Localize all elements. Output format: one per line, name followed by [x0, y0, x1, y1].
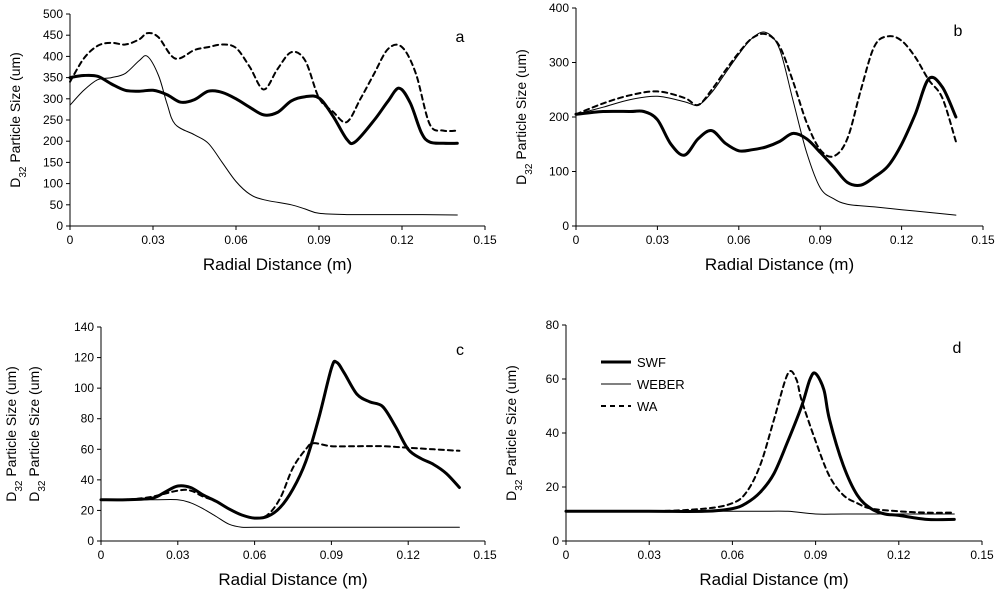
x-tick-label: 0.12	[397, 548, 421, 562]
x-tick-label: 0.03	[141, 233, 165, 247]
y-axis-label-text: Particle Size (um)	[26, 366, 42, 480]
y-axis-label-text: Particle Size (um)	[7, 52, 23, 166]
x-tick-label: 0.15	[970, 548, 994, 562]
chart-panel-c: 0 20 40 60 80 100 120 140 0 0.03 0.06 0.09 0.12 0.15 R…	[3, 320, 497, 589]
y-tick-label: 80	[546, 318, 560, 332]
x-tick-label: 0.15	[473, 233, 497, 247]
y-tick-label: 50	[50, 198, 64, 212]
x-axis-label: Radial Distance (m)	[203, 255, 352, 274]
y-axis-label-symbol: D	[7, 178, 23, 188]
y-tick-label: 0	[56, 219, 63, 233]
panel-letter: a	[456, 29, 465, 46]
y-axis-label-subscript: 32	[514, 479, 525, 491]
y-tick-label: 0	[552, 534, 559, 548]
y-axis-label-symbol: D	[26, 492, 42, 502]
x-tick-label: 0	[563, 548, 570, 562]
series-line-weber	[69, 55, 458, 216]
y-tick-label: 0	[562, 219, 569, 233]
y-axis-label-subscript: 32	[14, 480, 25, 492]
x-tick-label: 0.06	[224, 233, 248, 247]
x-tick-label: 0.15	[971, 233, 995, 247]
y-axis-label: D32 Particle Size (um)	[513, 49, 535, 185]
y-tick-label: 300	[549, 56, 569, 70]
y-tick-label: 400	[43, 49, 63, 63]
y-tick-label: 450	[43, 28, 63, 42]
y-tick-label: 100	[74, 381, 94, 395]
x-tick-label: 0	[573, 233, 580, 247]
x-tick-label: 0.03	[646, 233, 670, 247]
x-tick-label: 0.09	[804, 548, 828, 562]
series-line-wa	[100, 442, 461, 520]
series-line-swf	[99, 359, 461, 520]
x-tick-label: 0.15	[473, 548, 497, 562]
y-axis-label-text: Particle Size (um)	[503, 365, 519, 479]
y-tick-label: 200	[549, 110, 569, 124]
y-axis-label: D32 Particle Size (um)	[3, 366, 25, 502]
y-tick-label: 20	[81, 503, 95, 517]
y-axis-label-text: Particle Size (um)	[3, 366, 19, 480]
y-tick-label: 60	[546, 372, 560, 386]
y-axis-label: D32 Particle Size (um)	[7, 52, 29, 188]
x-axis-label: Radial Distance (m)	[218, 570, 367, 589]
panel-letter: d	[953, 340, 962, 357]
panel-letter: c	[456, 342, 464, 359]
x-tick-label: 0.06	[721, 548, 745, 562]
y-axis-label-subscript: 32	[18, 166, 29, 178]
y-tick-label: 250	[43, 113, 63, 127]
y-tick-label: 120	[74, 351, 94, 365]
x-tick-label: 0.03	[638, 548, 662, 562]
x-tick-label: 0.09	[307, 233, 331, 247]
chart-panel-d: 0 20 40 60 80 0 0.03 0.06 0.09 0.12 0.15 Radial Dis…	[503, 318, 994, 589]
y-tick-label: 40	[546, 426, 560, 440]
y-tick-label: 100	[43, 177, 63, 191]
y-tick-label: 300	[43, 92, 63, 106]
x-tick-label: 0.09	[320, 548, 344, 562]
y-axis-label-subscript: 32	[524, 163, 535, 175]
y-axis-label: D32 Particle Size (um)	[503, 365, 525, 501]
legend-label: WA	[637, 399, 658, 414]
panel-letter: b	[954, 23, 963, 40]
y-tick-label: 20	[546, 480, 560, 494]
x-tick-label: 0	[98, 548, 105, 562]
y-tick-label: 60	[81, 442, 95, 456]
x-tick-label: 0.06	[243, 548, 267, 562]
legend-label: WEBER	[637, 377, 685, 392]
y-tick-label: 150	[43, 155, 63, 169]
x-axis-label: Radial Distance (m)	[699, 570, 848, 589]
y-tick-label: 40	[81, 473, 95, 487]
y-axis-label-symbol: D	[513, 175, 529, 185]
y-tick-label: 500	[43, 7, 63, 21]
y-tick-label: 100	[549, 165, 569, 179]
y-tick-label: 140	[74, 320, 94, 334]
series-line-swf	[68, 73, 459, 146]
chart-panel-b: 0 100 200 300 400 0 0.03 0.06 0.09 0.12 0.15 Radial…	[513, 1, 995, 274]
chart-panel-a: 0 50 100 150 200 250 300 350 400 450 500 0 0.03 0.06 0…	[7, 7, 497, 274]
legend-label: SWF	[637, 355, 666, 370]
series-line-weber	[575, 31, 957, 216]
y-axis-label-symbol: D	[3, 492, 19, 502]
y-axis-label-subscript: 32	[37, 480, 48, 492]
y-tick-label: 400	[549, 1, 569, 15]
x-tick-label: 0.12	[887, 548, 911, 562]
x-tick-label: 0.09	[809, 233, 833, 247]
x-tick-label: 0.03	[166, 548, 190, 562]
x-tick-label: 0.12	[390, 233, 414, 247]
y-axis-label-secondary: D32 Particle Size (um)	[26, 366, 48, 502]
series-line-wa	[69, 31, 459, 133]
y-tick-label: 200	[43, 134, 63, 148]
series-line-swf	[574, 75, 958, 187]
y-tick-label: 80	[81, 412, 95, 426]
y-axis-label-symbol: D	[503, 491, 519, 501]
y-tick-label: 350	[43, 71, 63, 85]
x-tick-label: 0.12	[890, 233, 914, 247]
series-line-weber	[100, 498, 460, 528]
x-axis-label: Radial Distance (m)	[705, 255, 854, 274]
x-tick-label: 0.06	[727, 233, 751, 247]
series-line-wa	[575, 32, 957, 158]
y-tick-label: 0	[87, 534, 94, 548]
x-tick-label: 0	[67, 233, 74, 247]
y-axis-label-text: Particle Size (um)	[513, 49, 529, 163]
series-line-swf	[564, 371, 956, 522]
